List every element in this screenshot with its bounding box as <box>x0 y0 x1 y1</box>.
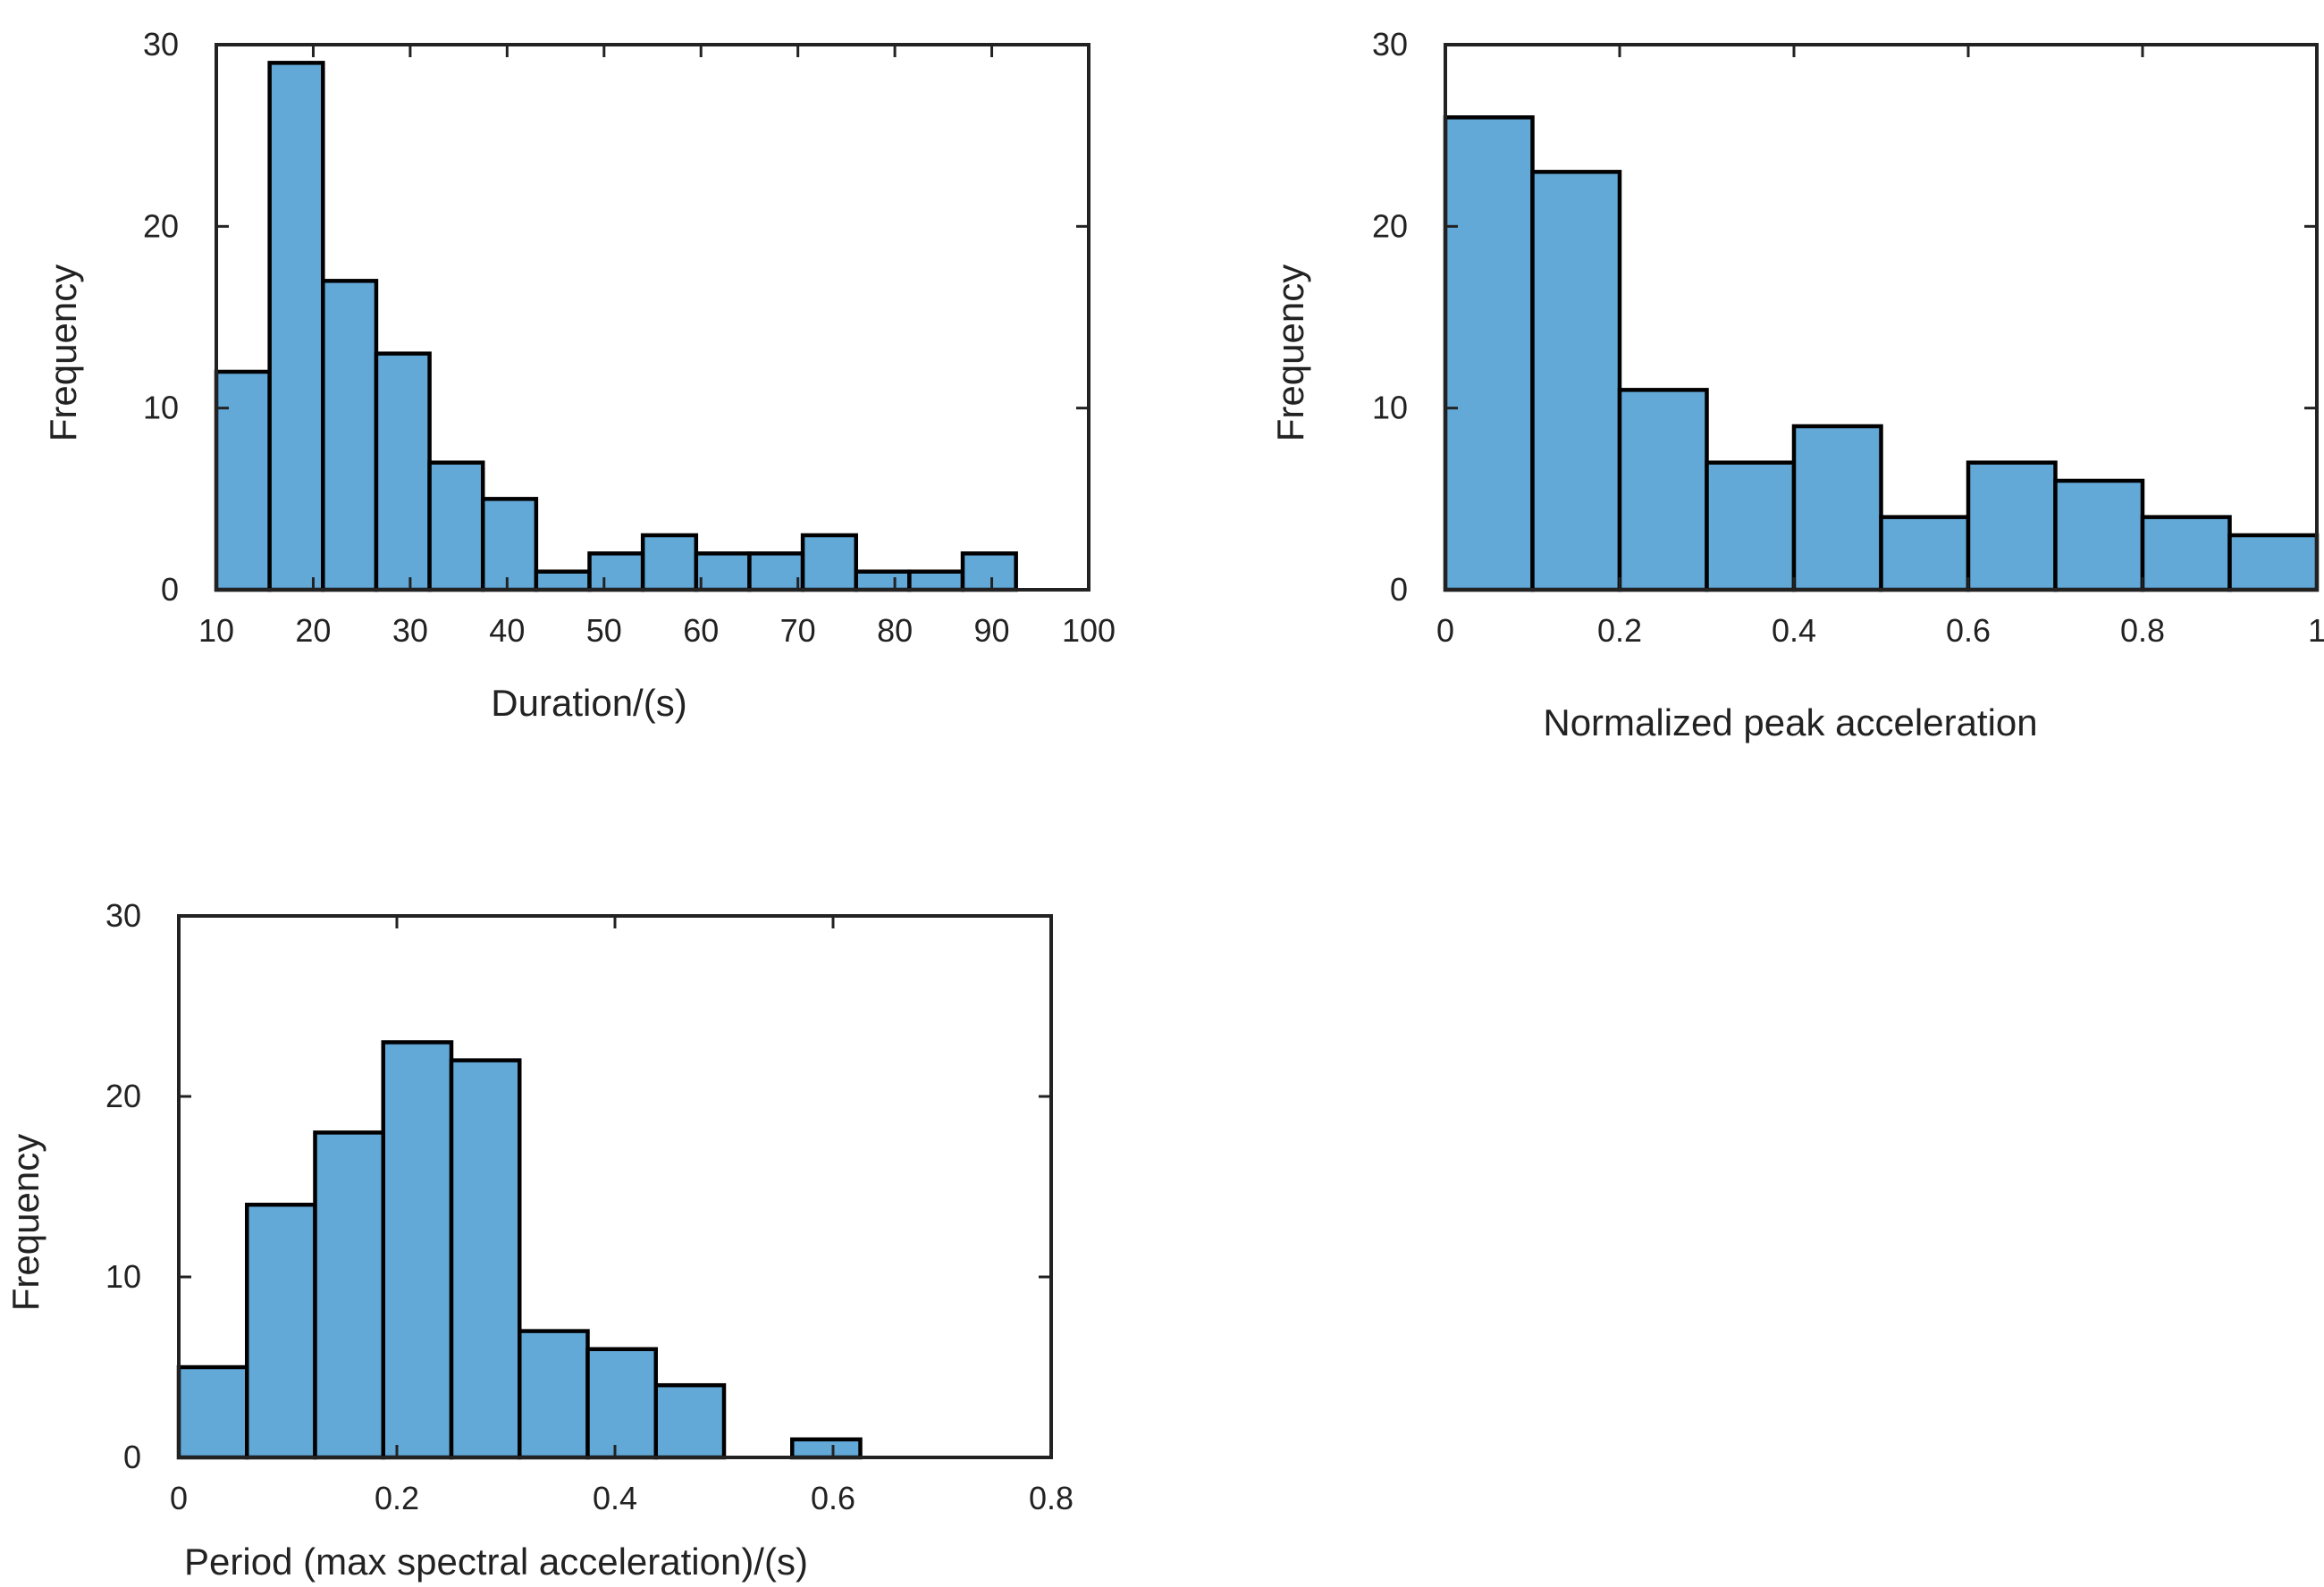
period-x-tick-label: 0.8 <box>1029 1480 1074 1516</box>
peak-acceleration-plot-frame <box>1444 43 2319 592</box>
peak-acceleration-bar <box>1966 460 2058 592</box>
period-bar <box>176 1364 249 1460</box>
duration-bar <box>907 569 965 592</box>
period-bar <box>245 1202 317 1460</box>
peak-acceleration-bar <box>1443 115 1535 592</box>
period-x-tick-label: 0.6 <box>811 1480 855 1516</box>
peak-acceleration-histogram: Normalized peak acceleration Frequency 0… <box>1269 26 2324 743</box>
period-y-tick-label: 30 <box>105 897 141 934</box>
duration-y-tick-label: 0 <box>161 571 179 608</box>
period-y-tick-label: 0 <box>123 1439 141 1475</box>
duration-x-tick-label: 80 <box>877 612 913 649</box>
period-y-tick-label: 10 <box>105 1258 141 1295</box>
peak-acceleration-y-axis-label: Frequency <box>1269 264 1311 441</box>
peak-acceleration-x-tick-label: 0.4 <box>1772 612 1816 649</box>
peak-acceleration-x-tick-label: 0 <box>1436 612 1454 649</box>
duration-y-tick-label: 30 <box>143 26 179 63</box>
peak-acceleration-bar <box>2140 515 2232 592</box>
duration-bar <box>374 351 432 592</box>
duration-x-tick-label: 10 <box>198 612 234 649</box>
peak-acceleration-bar <box>2227 533 2320 592</box>
duration-x-tick-label: 40 <box>489 612 525 649</box>
period-x-tick-label: 0.2 <box>375 1480 419 1516</box>
duration-y-axis-label: Frequency <box>42 264 84 441</box>
duration-bar <box>427 460 485 592</box>
duration-bar <box>960 551 1018 592</box>
peak-acceleration-bar <box>2053 478 2145 592</box>
duration-bar <box>214 369 272 592</box>
duration-x-tick-label: 30 <box>392 612 428 649</box>
duration-bar <box>640 533 699 592</box>
duration-bar <box>480 497 539 592</box>
period-bar <box>313 1130 385 1460</box>
duration-bar <box>267 61 325 592</box>
period-bar <box>381 1040 454 1460</box>
period-bar <box>518 1329 590 1460</box>
duration-bar <box>534 569 592 592</box>
peak-acceleration-y-tick-label: 20 <box>1372 207 1408 244</box>
peak-acceleration-y-tick-label: 30 <box>1372 26 1408 63</box>
period-bar <box>790 1437 863 1460</box>
peak-acceleration-y-tick-label: 10 <box>1372 390 1408 426</box>
duration-bar <box>587 551 645 592</box>
duration-y-tick-label: 20 <box>143 207 179 244</box>
duration-x-tick-label: 20 <box>295 612 331 649</box>
period-bar <box>449 1058 522 1460</box>
duration-bar <box>321 279 379 592</box>
duration-x-tick-label: 70 <box>780 612 816 649</box>
peak-acceleration-x-tick-label: 0.8 <box>2120 612 2165 649</box>
duration-histogram: Duration/(s) Frequency 10 20 30 40 50 60 70 80 9… <box>42 26 1116 724</box>
peak-acceleration-bar <box>1879 515 1971 592</box>
duration-bar <box>854 569 912 592</box>
peak-acceleration-bar <box>1530 170 1622 592</box>
duration-x-tick-label: 100 <box>1062 612 1116 649</box>
period-x-tick-label: 0 <box>170 1480 188 1516</box>
period-x-axis-label: Period (max spectral acceleration)/(s) <box>184 1541 808 1583</box>
peak-acceleration-x-tick-label: 0.6 <box>1946 612 1991 649</box>
peak-acceleration-x-tick-label: 0.2 <box>1597 612 1642 649</box>
duration-x-axis-label: Duration/(s) <box>491 682 686 724</box>
peak-acceleration-bar <box>1705 460 1797 592</box>
duration-bar <box>747 551 805 592</box>
peak-acceleration-bar <box>1617 388 1709 592</box>
duration-bar <box>800 533 858 592</box>
duration-bar <box>694 551 752 592</box>
peak-acceleration-x-axis-label: Normalized peak acceleration <box>1543 701 2037 743</box>
period-y-tick-label: 20 <box>105 1078 141 1114</box>
peak-acceleration-bar <box>1791 424 1883 592</box>
duration-plot-frame <box>215 43 1090 592</box>
period-bar <box>653 1382 727 1460</box>
duration-x-tick-label: 90 <box>974 612 1010 649</box>
duration-y-tick-label: 10 <box>143 390 179 426</box>
period-histogram: Period (max spectral acceleration)/(s) F… <box>4 897 1074 1583</box>
period-x-tick-label: 0.4 <box>593 1480 637 1516</box>
period-y-axis-label: Frequency <box>4 1134 46 1311</box>
peak-acceleration-x-tick-label: 1 <box>2308 612 2324 649</box>
period-bar <box>585 1347 658 1460</box>
peak-acceleration-y-tick-label: 0 <box>1390 571 1408 608</box>
duration-x-tick-label: 50 <box>586 612 622 649</box>
duration-x-tick-label: 60 <box>683 612 719 649</box>
